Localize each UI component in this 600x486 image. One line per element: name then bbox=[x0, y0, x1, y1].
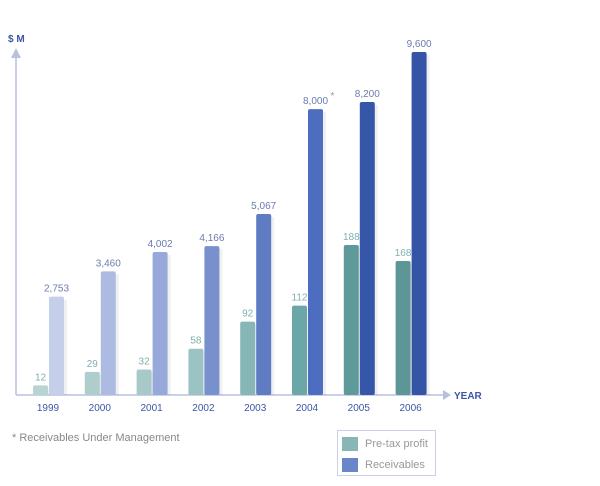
data-label: 4,002 bbox=[148, 239, 173, 250]
x-tick-label: 2001 bbox=[140, 403, 163, 414]
data-label: 29 bbox=[87, 359, 99, 370]
data-label: 32 bbox=[139, 356, 151, 367]
x-axis-label: YEAR bbox=[454, 391, 483, 402]
bar-pretax-profit bbox=[292, 305, 307, 395]
data-label: 3,460 bbox=[96, 258, 121, 269]
bar-pretax-profit bbox=[136, 369, 152, 395]
x-tick-label: 1999 bbox=[37, 403, 60, 414]
x-tick-label: 2003 bbox=[244, 403, 267, 414]
y-axis-arrow-icon bbox=[11, 48, 21, 58]
legend: Pre-tax profit Receivables bbox=[337, 430, 436, 476]
x-tick-label: 2004 bbox=[296, 403, 319, 414]
bar-receivables bbox=[49, 296, 64, 395]
x-tick-label: 2005 bbox=[348, 403, 371, 414]
x-tick-label: 2000 bbox=[89, 403, 112, 414]
legend-label-pretax: Pre-tax profit bbox=[365, 438, 428, 450]
bar-receivables bbox=[152, 252, 168, 395]
bar-pretax-profit bbox=[84, 371, 100, 395]
x-tick-label: 2006 bbox=[399, 403, 422, 414]
bar-receivables bbox=[256, 213, 272, 395]
bar-pretax-profit bbox=[343, 245, 359, 395]
bar-pretax-profit bbox=[240, 321, 256, 395]
data-label: 168 bbox=[395, 248, 412, 259]
data-label: 112 bbox=[292, 293, 308, 304]
data-label: 92 bbox=[242, 309, 254, 320]
footnote: * Receivables Under Management bbox=[12, 432, 180, 444]
data-label: 8,000 bbox=[303, 96, 328, 107]
bar-pretax-profit bbox=[33, 385, 48, 395]
bar-pretax-profit bbox=[395, 260, 411, 395]
legend-swatch-receivables bbox=[342, 458, 358, 472]
bar-receivables bbox=[411, 52, 427, 395]
x-tick-label: 2002 bbox=[192, 403, 215, 414]
data-label: 8,200 bbox=[355, 89, 380, 100]
data-label: 58 bbox=[190, 336, 202, 347]
bar-receivables bbox=[359, 102, 375, 395]
bar-receivables bbox=[204, 246, 220, 395]
data-label: 188 bbox=[343, 232, 360, 243]
data-label: 9,600 bbox=[407, 39, 432, 50]
legend-item-pretax: Pre-tax profit bbox=[342, 436, 428, 452]
y-axis-label: $ M bbox=[8, 34, 25, 45]
data-label: 4,166 bbox=[199, 233, 224, 244]
data-label: 12 bbox=[35, 372, 47, 383]
data-label: 5,067 bbox=[251, 201, 276, 212]
legend-item-receivables: Receivables bbox=[342, 457, 425, 473]
legend-swatch-pretax bbox=[342, 437, 358, 451]
data-label: 2,753 bbox=[44, 284, 69, 295]
annotation-asterisk: * bbox=[330, 91, 334, 102]
legend-label-receivables: Receivables bbox=[365, 459, 425, 471]
bar-pretax-profit bbox=[188, 348, 204, 395]
bar-receivables bbox=[100, 271, 116, 395]
x-axis-arrow-icon bbox=[443, 390, 451, 400]
bar-receivables bbox=[308, 109, 323, 396]
